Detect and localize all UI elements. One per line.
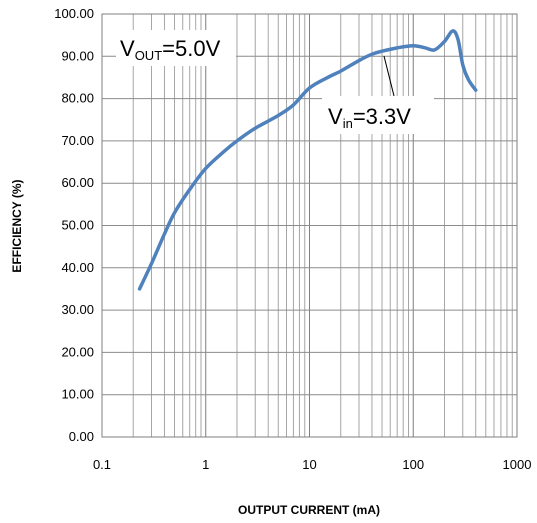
y-tick-label: 100.00 bbox=[54, 6, 94, 21]
vout-annotation-box bbox=[116, 30, 236, 66]
plot-frame bbox=[101, 13, 518, 438]
x-axis-ticks: 0.1 1 10 100 1000 bbox=[93, 457, 532, 472]
y-tick-label: 60.00 bbox=[61, 175, 94, 190]
vin-annotation-sub: in bbox=[343, 116, 353, 131]
vout-annotation-main: V bbox=[120, 36, 135, 61]
y-tick-label: 30.00 bbox=[61, 302, 94, 317]
x-axis-title: OUTPUT CURRENT (mA) bbox=[238, 503, 380, 517]
vout-annotation-sub: OUT bbox=[135, 48, 163, 63]
vout-annotation-rest: =5.0V bbox=[162, 36, 220, 61]
x-tick-label: 0.1 bbox=[93, 457, 111, 472]
vin-annotation-main: V bbox=[328, 104, 343, 129]
efficiency-series-line bbox=[137, 29, 478, 291]
series-layer bbox=[137, 29, 478, 291]
y-tick-label: 0.00 bbox=[69, 429, 94, 444]
y-tick-label: 20.00 bbox=[61, 344, 94, 359]
y-axis-title: EFFICIENCY (%) bbox=[10, 179, 24, 272]
x-tick-label: 1000 bbox=[503, 457, 532, 472]
vin-annotation: Vin=3.3V bbox=[328, 104, 411, 131]
y-tick-label: 50.00 bbox=[61, 218, 94, 233]
y-tick-label: 70.00 bbox=[61, 133, 94, 148]
y-tick-label: 90.00 bbox=[61, 48, 94, 63]
y-axis-ticks: 0.00 10.00 20.00 30.00 40.00 50.00 60.00 70.00 8… bbox=[54, 6, 94, 444]
vin-annotation-box bbox=[322, 96, 434, 134]
x-tick-label: 10 bbox=[302, 457, 316, 472]
plot-border bbox=[101, 13, 518, 438]
vout-annotation: VOUT=5.0V bbox=[120, 36, 221, 63]
y-tick-label: 40.00 bbox=[61, 260, 94, 275]
x-tick-label: 100 bbox=[402, 457, 424, 472]
y-tick-label: 10.00 bbox=[61, 387, 94, 402]
y-tick-label: 80.00 bbox=[61, 91, 94, 106]
x-tick-label: 1 bbox=[202, 457, 209, 472]
vin-annotation-rest: =3.3V bbox=[353, 104, 411, 129]
grid-lines bbox=[101, 13, 517, 438]
vin-leader-line bbox=[383, 55, 395, 97]
